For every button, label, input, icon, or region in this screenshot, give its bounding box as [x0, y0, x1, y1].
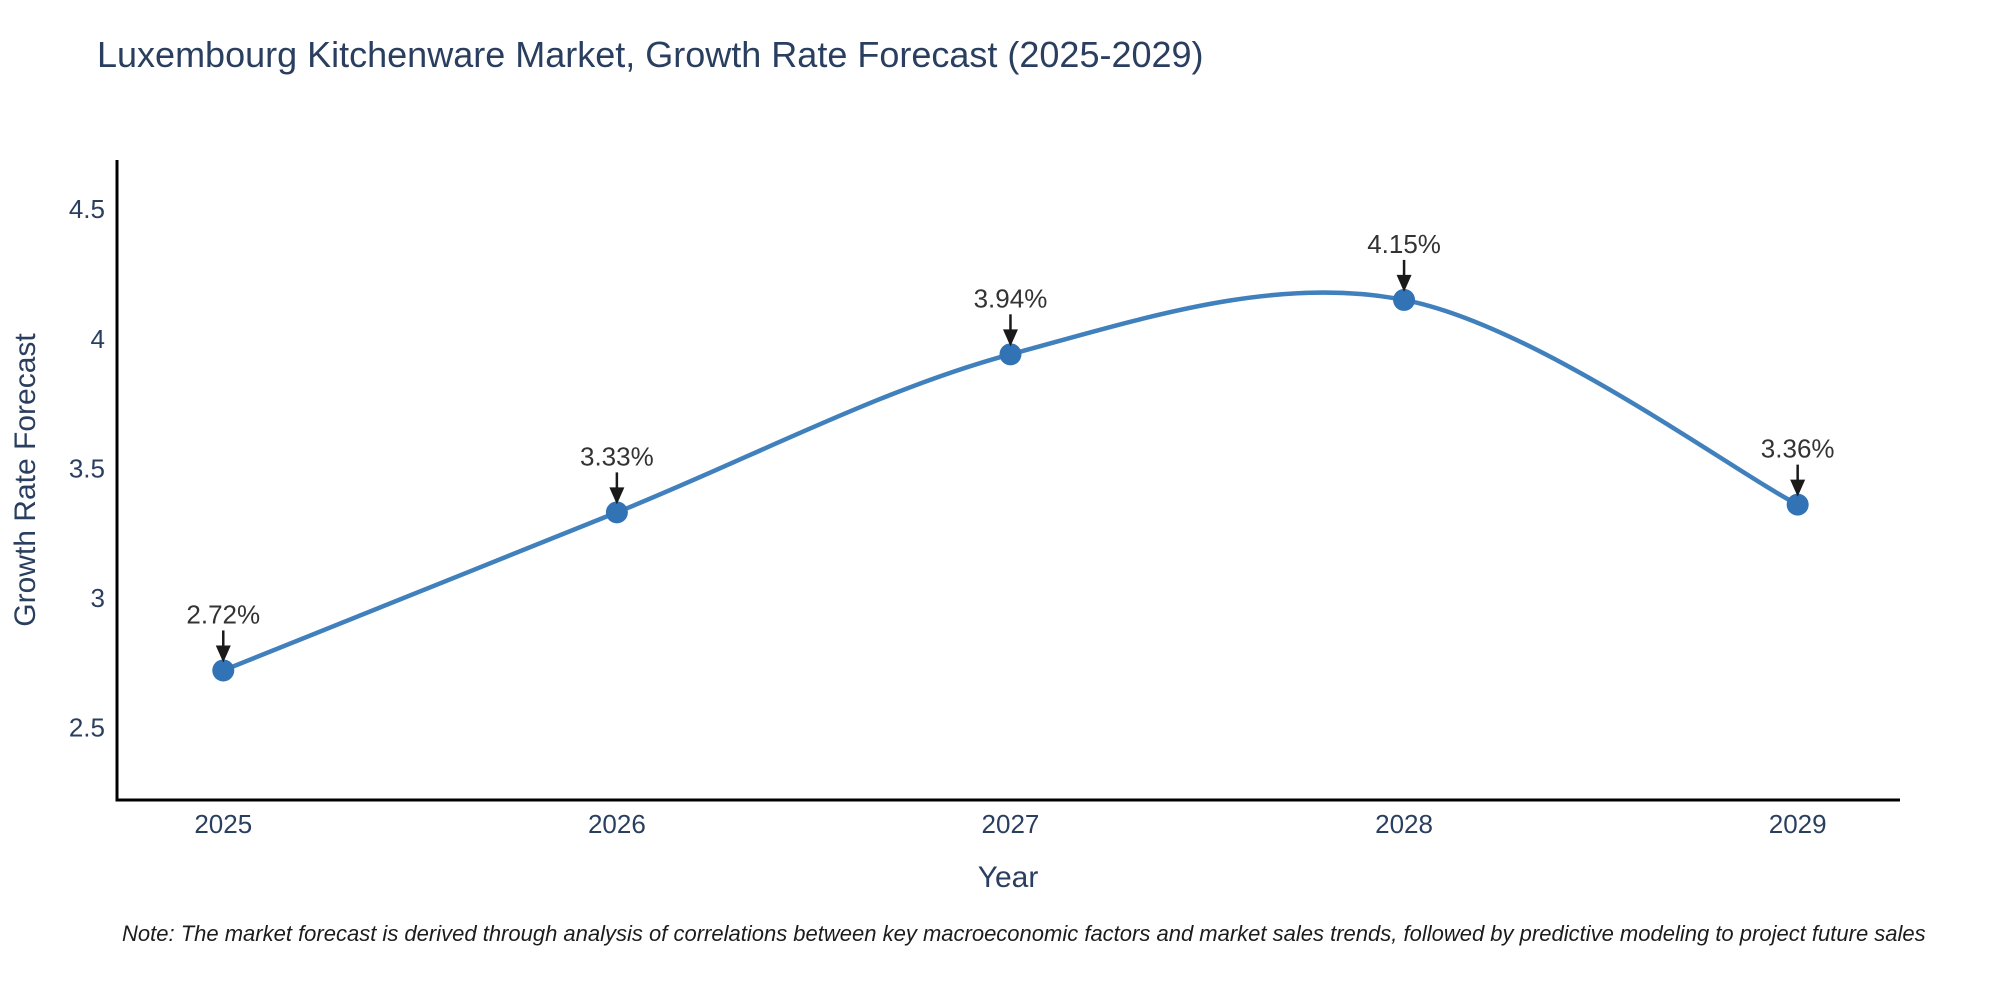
point-annotation-label: 2.72% — [186, 599, 260, 629]
point-annotation: 3.94% — [974, 283, 1048, 347]
x-tick-label: 2025 — [194, 809, 252, 839]
axes-layer — [115, 160, 1900, 802]
annotation-arrow-head-icon — [609, 487, 625, 505]
annotation-arrow-head-icon — [1396, 274, 1412, 292]
data-point-marker[interactable] — [212, 659, 235, 682]
annotation-arrow-head-icon — [215, 645, 231, 663]
y-tick-label: 4 — [91, 324, 105, 354]
x-tick-label: 2028 — [1375, 809, 1433, 839]
data-point-marker[interactable] — [605, 501, 628, 524]
point-annotation: 4.15% — [1367, 229, 1441, 292]
point-annotation: 2.72% — [186, 599, 260, 663]
point-annotation: 3.36% — [1761, 434, 1835, 497]
data-point-marker[interactable] — [1393, 288, 1416, 311]
footnote: Note: The market forecast is derived thr… — [122, 921, 1926, 946]
y-tick-label: 3.5 — [69, 453, 105, 483]
point-annotation: 3.33% — [580, 441, 654, 505]
point-annotation-label: 3.36% — [1761, 434, 1835, 464]
y-tick-label: 4.5 — [69, 194, 105, 224]
y-tick-label: 2.5 — [69, 712, 105, 742]
x-tick-label: 2026 — [588, 809, 646, 839]
point-annotation-label: 4.15% — [1367, 229, 1441, 259]
chart-title: Luxembourg Kitchenware Market, Growth Ra… — [97, 34, 1204, 75]
y-axis-title: Growth Rate Forecast — [9, 333, 42, 627]
point-annotation-label: 3.33% — [580, 441, 654, 471]
x-tick-label: 2029 — [1769, 809, 1827, 839]
series-layer — [212, 288, 1809, 682]
annotation-arrow-head-icon — [1002, 329, 1018, 347]
annotations-layer: 2.72% 3.33% 3.94% 4.15% 3.36% — [186, 229, 1835, 663]
x-axis-title: Year — [978, 861, 1039, 894]
point-annotation-label: 3.94% — [974, 283, 1048, 313]
annotation-arrow-head-icon — [1790, 479, 1806, 497]
data-point-marker[interactable] — [1786, 493, 1809, 516]
data-point-marker[interactable] — [999, 343, 1022, 366]
y-tick-label: 3 — [91, 583, 105, 613]
x-tick-label: 2027 — [982, 809, 1040, 839]
ticks-layer: 2.5 3 3.5 4 4.5 2025 2026 2027 2028 2029 — [69, 194, 1827, 839]
